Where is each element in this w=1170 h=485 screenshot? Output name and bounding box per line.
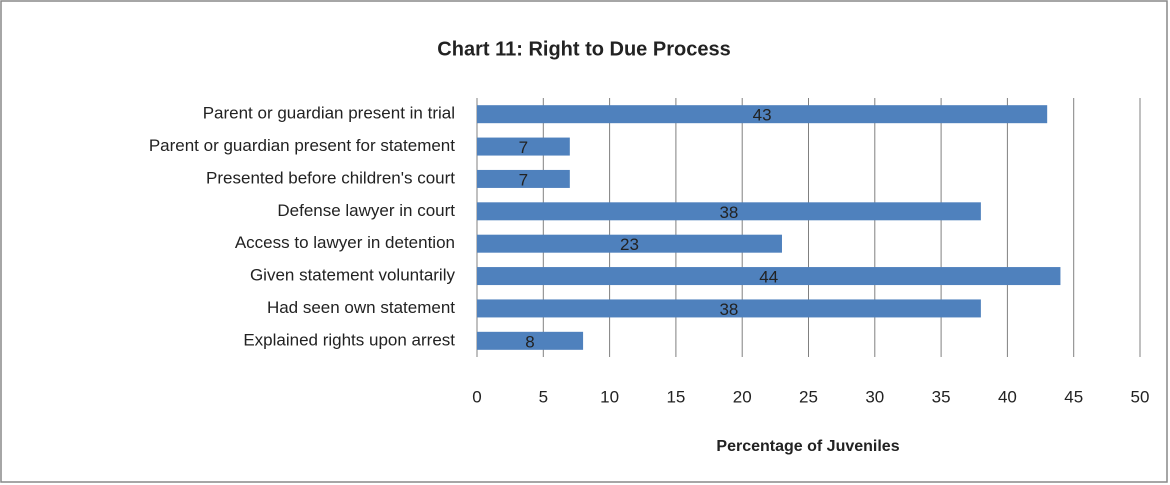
y-tick-label: Defense lawyer in court bbox=[277, 201, 455, 220]
x-tick-label: 25 bbox=[799, 387, 818, 406]
bar bbox=[477, 234, 782, 253]
y-tick-label: Parent or guardian present for statement bbox=[149, 136, 455, 155]
bar bbox=[477, 169, 570, 188]
x-tick-label: 35 bbox=[932, 387, 951, 406]
x-tick-label: 15 bbox=[666, 387, 685, 406]
data-label: 43 bbox=[753, 106, 772, 125]
y-tick-label: Parent or guardian present in trial bbox=[203, 104, 455, 123]
x-tick-label: 40 bbox=[998, 387, 1017, 406]
data-label: 8 bbox=[525, 332, 534, 351]
bar bbox=[477, 137, 570, 156]
bar bbox=[477, 331, 584, 350]
chart-title: Chart 11: Right to Due Process bbox=[437, 38, 730, 60]
x-tick-label: 45 bbox=[1064, 387, 1083, 406]
bar bbox=[477, 202, 981, 221]
x-tick-label: 30 bbox=[865, 387, 884, 406]
y-tick-label: Presented before children's court bbox=[206, 168, 455, 187]
x-tick-label: 50 bbox=[1131, 387, 1150, 406]
y-tick-label: Access to lawyer in detention bbox=[235, 233, 455, 252]
data-label: 44 bbox=[759, 268, 778, 287]
data-label: 7 bbox=[519, 138, 528, 157]
bar bbox=[477, 299, 981, 318]
bar bbox=[477, 105, 1048, 124]
y-tick-label: Given statement voluntarily bbox=[250, 266, 456, 285]
x-tick-label: 0 bbox=[472, 387, 481, 406]
data-label: 7 bbox=[519, 170, 528, 189]
data-label: 38 bbox=[719, 300, 738, 319]
x-tick-label: 20 bbox=[733, 387, 752, 406]
x-axis-label: Percentage of Juveniles bbox=[716, 438, 899, 455]
data-label: 23 bbox=[620, 235, 639, 254]
y-tick-label: Explained rights upon arrest bbox=[243, 330, 455, 349]
data-label: 38 bbox=[719, 203, 738, 222]
x-tick-label: 5 bbox=[539, 387, 548, 406]
y-tick-label: Had seen own statement bbox=[267, 298, 455, 317]
bar bbox=[477, 267, 1061, 286]
x-tick-label: 10 bbox=[600, 387, 619, 406]
